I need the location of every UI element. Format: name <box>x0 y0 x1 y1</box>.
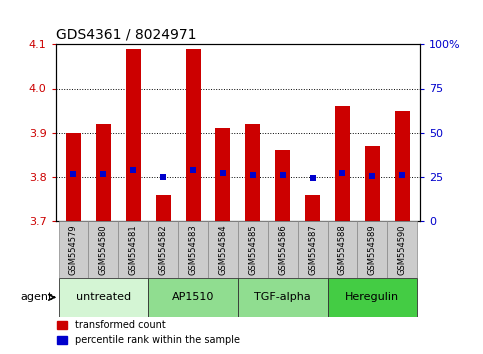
Bar <box>178 221 208 278</box>
Text: GSM554580: GSM554580 <box>99 224 108 275</box>
Text: TGF-alpha: TGF-alpha <box>255 292 311 302</box>
Text: GSM554579: GSM554579 <box>69 224 78 275</box>
Bar <box>387 221 417 278</box>
Bar <box>275 150 290 221</box>
Text: GSM554589: GSM554589 <box>368 224 377 275</box>
Text: GSM554588: GSM554588 <box>338 224 347 275</box>
Bar <box>148 221 178 278</box>
Bar <box>238 278 327 317</box>
Bar <box>305 195 320 221</box>
Text: GSM554587: GSM554587 <box>308 224 317 275</box>
Bar <box>245 124 260 221</box>
Text: GSM554590: GSM554590 <box>398 224 407 275</box>
Bar <box>357 221 387 278</box>
Bar <box>88 221 118 278</box>
Text: GSM554583: GSM554583 <box>188 224 198 275</box>
Bar <box>208 221 238 278</box>
Bar <box>365 146 380 221</box>
Bar <box>395 110 410 221</box>
Text: GSM554586: GSM554586 <box>278 224 287 275</box>
Bar <box>268 221 298 278</box>
Bar <box>185 48 200 221</box>
Text: GSM554584: GSM554584 <box>218 224 227 275</box>
Legend: transformed count, percentile rank within the sample: transformed count, percentile rank withi… <box>53 316 243 349</box>
Bar <box>298 221 327 278</box>
Bar <box>238 221 268 278</box>
Text: untreated: untreated <box>76 292 131 302</box>
Bar <box>156 195 170 221</box>
Bar <box>58 278 148 317</box>
Text: Heregulin: Heregulin <box>345 292 399 302</box>
Bar <box>58 221 88 278</box>
Text: GSM554581: GSM554581 <box>129 224 138 275</box>
Bar <box>327 278 417 317</box>
Bar <box>126 48 141 221</box>
Bar <box>327 221 357 278</box>
Text: GDS4361 / 8024971: GDS4361 / 8024971 <box>56 28 196 42</box>
Bar <box>148 278 238 317</box>
Bar <box>66 133 81 221</box>
Bar <box>215 128 230 221</box>
Text: GSM554585: GSM554585 <box>248 224 257 275</box>
Text: agent: agent <box>21 292 53 302</box>
Bar <box>335 106 350 221</box>
Text: AP1510: AP1510 <box>172 292 214 302</box>
Bar <box>118 221 148 278</box>
Bar <box>96 124 111 221</box>
Text: GSM554582: GSM554582 <box>158 224 168 275</box>
